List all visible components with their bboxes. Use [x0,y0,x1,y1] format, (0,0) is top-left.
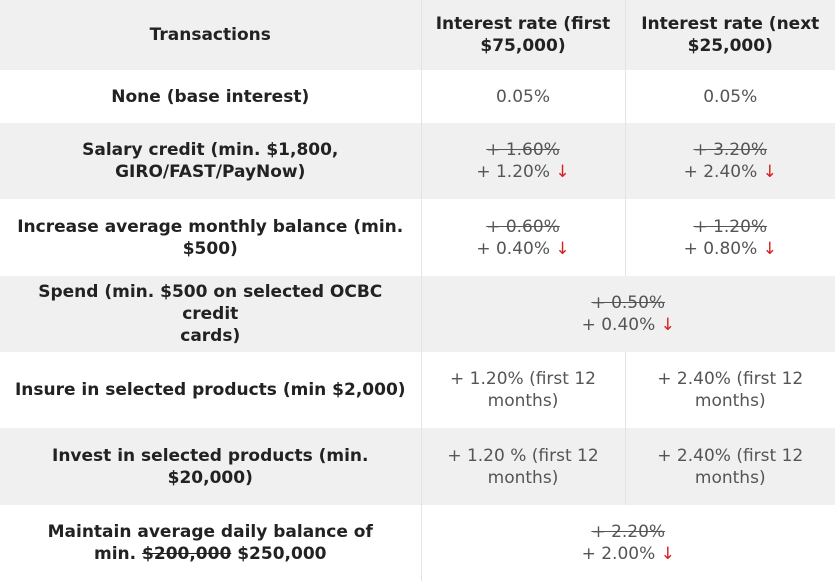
table-header-row: Transactions Interest rate (first $75,00… [0,0,835,70]
down-arrow-icon: ↓ [660,544,675,564]
table-row: Maintain average daily balance of min. $… [0,505,835,581]
old-balance: $200,000 [142,544,232,564]
new-rate: + 0.40% [581,315,656,335]
rate-line1: + 1.20 % (first 12 [447,445,599,466]
row-label: None (base interest) [0,70,422,123]
rate-line1: + 1.20% (first 12 [450,369,596,389]
row-label-line1: Spend (min. $500 on selected OCBC credit [38,282,383,324]
new-rate-line: + 2.00% ↓ [434,543,824,565]
new-rate: + 1.20% [476,162,550,182]
row-label-line1: Salary credit (min. $1,800, [82,140,339,160]
table-row: Salary credit (min. $1,800, GIRO/FAST/Pa… [0,123,835,199]
header-interest-first-line2: $75,000) [480,36,566,56]
new-rate: + 0.40% [476,238,550,259]
row-label: Invest in selected products (min. $20,00… [0,428,422,505]
down-arrow-icon: ↓ [762,238,777,259]
header-interest-next: Interest rate (next $25,000) [625,0,835,70]
old-rate: + 0.60% [486,216,560,237]
header-interest-first: Interest rate (first $75,000) [421,0,626,70]
old-rate: + 0.50% [591,293,666,313]
new-balance: $250,000 [231,544,327,564]
new-rate-line: + 0.80% ↓ [638,238,824,260]
rate-next: + 1.20% + 0.80% ↓ [625,199,835,276]
down-arrow-icon: ↓ [555,238,570,259]
down-arrow-icon: ↓ [555,162,570,182]
rate-next: + 3.20% + 2.40% ↓ [625,123,835,199]
rate-first: + 1.60% + 1.20% ↓ [421,123,626,199]
row-label: Increase average monthly balance (min. $… [0,199,422,276]
new-rate: + 2.00% [581,544,656,564]
header-interest-next-line2: $25,000) [687,36,773,56]
rate-first: 0.05% [421,70,626,123]
rate-next: + 2.40% (first 12 months) [625,352,835,428]
rate-first: + 1.20% (first 12 months) [421,352,626,428]
new-rate-line: + 0.40% ↓ [434,238,613,260]
down-arrow-icon: ↓ [762,162,777,182]
row-label: Insure in selected products (min $2,000) [0,352,422,428]
header-interest-next-line1: Interest rate (next [641,14,820,34]
new-rate: + 0.80% [683,238,758,259]
row-label-line2: $500) [182,238,238,259]
row-label-prefix: min. [94,544,143,564]
header-interest-first-line1: Interest rate (first [435,14,611,34]
table-row: None (base interest) 0.05% 0.05% [0,70,835,123]
row-label: Maintain average daily balance of min. $… [0,505,422,581]
table-row: Insure in selected products (min $2,000)… [0,352,835,428]
rate-next: + 2.40% (first 12 months) [625,428,835,505]
new-rate-line: + 2.40% ↓ [638,161,824,183]
row-label-line1: Increase average monthly balance (min. [17,216,404,237]
row-label-line2: cards) [180,326,241,346]
table-row: Increase average monthly balance (min. $… [0,199,835,276]
row-label-line1: Maintain average daily balance of [47,522,373,542]
new-rate-line: + 0.40% ↓ [434,314,824,336]
rate-line1: + 2.40% (first 12 [657,445,804,466]
old-rate: + 1.20% [693,216,768,237]
old-rate: + 2.20% [591,522,666,542]
old-rate: + 1.60% [486,140,560,160]
new-rate: + 2.40% [683,162,758,182]
rate-merged: + 2.20% + 2.00% ↓ [421,505,835,581]
rate-first: + 1.20 % (first 12 months) [421,428,626,505]
rate-line2: months) [487,467,559,488]
rate-line1: + 2.40% (first 12 [657,369,804,389]
row-label-line2: min. $200,000 $250,000 [12,543,409,565]
new-rate-line: + 1.20% ↓ [434,161,613,183]
rate-line2: months) [487,391,559,411]
down-arrow-icon: ↓ [660,315,675,335]
table-row: Spend (min. $500 on selected OCBC credit… [0,276,835,352]
header-transactions: Transactions [0,0,422,70]
rate-merged: + 0.50% + 0.40% ↓ [421,276,835,352]
rate-next: 0.05% [703,86,758,107]
row-label: Salary credit (min. $1,800, GIRO/FAST/Pa… [0,123,422,199]
old-rate: + 3.20% [693,140,768,160]
row-label-line2: GIRO/FAST/PayNow) [115,162,306,182]
row-label: Spend (min. $500 on selected OCBC credit… [0,276,422,352]
rate-line2: months) [694,391,766,411]
rate-first: + 0.60% + 0.40% ↓ [421,199,626,276]
rate-line2: months) [694,467,766,488]
table-row: Invest in selected products (min. $20,00… [0,428,835,505]
